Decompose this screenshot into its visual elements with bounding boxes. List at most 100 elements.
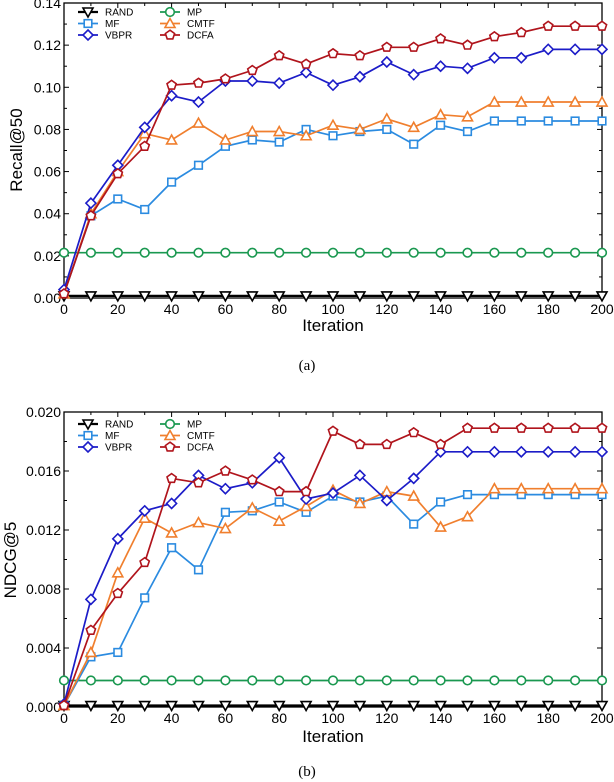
legend-marker-cmtf bbox=[163, 428, 177, 441]
point-cmtf bbox=[219, 133, 232, 145]
x-tick-label: 180 bbox=[537, 710, 561, 726]
legend-a: RAND MP MF CMTF VBPR DCFA bbox=[78, 6, 215, 42]
point-mp bbox=[381, 247, 392, 258]
legend-label-cmtf: CMTF bbox=[187, 431, 215, 442]
point-vbpr bbox=[246, 74, 259, 88]
point-cmtf bbox=[461, 110, 474, 122]
x-tick-label: 180 bbox=[537, 301, 561, 317]
point-mp bbox=[489, 247, 500, 258]
point-vbpr bbox=[568, 43, 582, 56]
point-vbpr bbox=[595, 43, 609, 56]
point-mf bbox=[409, 139, 419, 149]
point-mf bbox=[409, 519, 419, 529]
point-dcfa bbox=[381, 41, 393, 52]
point-dcfa bbox=[58, 288, 70, 299]
legend-label-vbpr: VBPR bbox=[105, 31, 132, 42]
legend-marker-mp bbox=[164, 418, 176, 430]
point-mp bbox=[247, 247, 258, 258]
point-dcfa bbox=[569, 422, 581, 433]
point-rand bbox=[461, 700, 474, 713]
point-vbpr bbox=[165, 497, 178, 510]
point-dcfa bbox=[461, 422, 474, 433]
point-vbpr bbox=[595, 445, 609, 458]
point-cmtf bbox=[595, 95, 609, 107]
legend-label-rand: RAND bbox=[105, 420, 133, 431]
point-mp bbox=[166, 247, 177, 258]
legend-label-cmtf: CMTF bbox=[187, 19, 215, 30]
point-rand bbox=[568, 291, 582, 303]
y-tick-label: 0.10 bbox=[34, 79, 61, 95]
point-dcfa bbox=[435, 33, 447, 44]
point-cmtf bbox=[568, 482, 582, 494]
point-dcfa bbox=[327, 47, 339, 59]
point-mp bbox=[58, 675, 70, 686]
point-rand bbox=[192, 700, 205, 713]
point-dcfa bbox=[542, 20, 554, 31]
x-tick-label: 80 bbox=[271, 301, 287, 317]
point-cmtf bbox=[541, 95, 555, 107]
point-mp bbox=[112, 675, 123, 686]
caption-a: (a) bbox=[299, 358, 316, 374]
x-tick-label: 200 bbox=[590, 710, 614, 726]
point-vbpr bbox=[461, 62, 474, 75]
chart-ndcg: 0 20 40 60 80 100 120 140 160 180 200 0.000 0.004 0.0… bbox=[1, 404, 614, 780]
x-tick-label: 160 bbox=[483, 301, 507, 317]
point-vbpr bbox=[542, 445, 555, 458]
point-cmtf bbox=[541, 482, 555, 494]
point-dcfa bbox=[139, 556, 151, 568]
point-mp bbox=[301, 675, 312, 686]
point-mp bbox=[327, 247, 339, 258]
point-mp bbox=[408, 247, 419, 258]
y-tick-label: 0.000 bbox=[26, 699, 61, 715]
point-cmtf bbox=[407, 489, 421, 501]
point-cmtf bbox=[192, 515, 205, 528]
point-mp bbox=[274, 247, 285, 258]
point-cmtf bbox=[353, 496, 367, 509]
legend-label-mp: MP bbox=[187, 8, 202, 19]
point-rand bbox=[219, 291, 232, 303]
point-rand bbox=[488, 291, 501, 303]
point-vbpr bbox=[407, 68, 420, 81]
x-tick-label: 120 bbox=[375, 301, 399, 317]
y-tick-label: 0.00 bbox=[34, 290, 61, 306]
point-mp bbox=[489, 675, 500, 686]
point-mp bbox=[139, 247, 150, 258]
point-rand bbox=[380, 700, 394, 713]
x-tick-label: 80 bbox=[271, 710, 287, 726]
point-rand bbox=[541, 291, 555, 303]
point-rand bbox=[595, 291, 609, 303]
point-dcfa bbox=[381, 438, 393, 450]
point-rand bbox=[138, 291, 152, 303]
point-rand bbox=[541, 700, 555, 713]
point-rand bbox=[111, 291, 125, 303]
point-mp bbox=[58, 247, 70, 258]
x-tick-label: 140 bbox=[429, 301, 453, 317]
point-mf bbox=[167, 543, 177, 553]
point-cmtf bbox=[272, 514, 286, 526]
point-mp bbox=[193, 247, 204, 258]
x-tick-label: 100 bbox=[321, 301, 345, 317]
point-dcfa bbox=[569, 20, 581, 31]
point-mp bbox=[435, 247, 446, 258]
point-rand bbox=[514, 700, 528, 713]
point-mf bbox=[113, 647, 123, 658]
point-mp bbox=[569, 675, 581, 686]
point-mp bbox=[301, 247, 312, 258]
y-tick-label: 0.004 bbox=[26, 640, 61, 656]
point-mf bbox=[247, 135, 257, 145]
x-tick-label: 120 bbox=[375, 710, 399, 726]
point-rand bbox=[380, 291, 394, 303]
point-mf bbox=[516, 116, 526, 126]
y-tick-label: 0.016 bbox=[26, 463, 61, 479]
point-mf bbox=[274, 137, 284, 147]
point-cmtf bbox=[165, 526, 178, 538]
point-dcfa bbox=[273, 485, 285, 497]
point-vbpr bbox=[219, 482, 232, 495]
point-mp bbox=[220, 247, 231, 258]
x-tick-label: 140 bbox=[429, 710, 453, 726]
point-mp bbox=[381, 675, 392, 686]
point-mf bbox=[435, 120, 446, 130]
point-rand bbox=[514, 291, 528, 303]
legend-marker-cmtf bbox=[163, 16, 177, 29]
